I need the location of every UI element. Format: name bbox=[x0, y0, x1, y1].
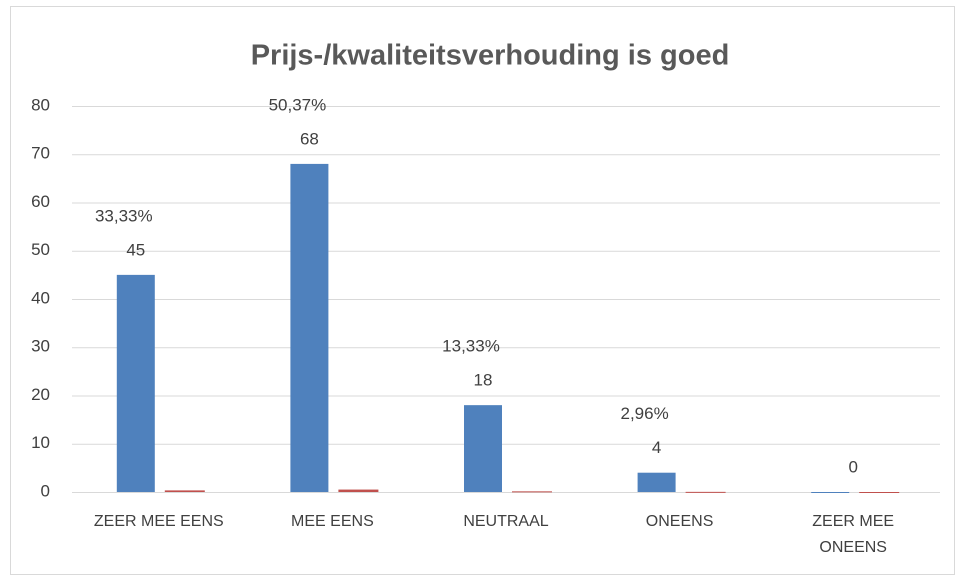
y-tick-label: 0 bbox=[41, 481, 50, 500]
bar bbox=[116, 274, 155, 492]
data-label: 50,37% bbox=[269, 95, 327, 114]
y-tick-label: 80 bbox=[31, 95, 50, 114]
x-tick-label: NEUTRAAL bbox=[463, 513, 549, 530]
data-label: 68 bbox=[300, 129, 319, 148]
x-tick-label: ONEENS bbox=[645, 513, 714, 530]
data-label: 13,33% bbox=[442, 337, 500, 356]
bar bbox=[338, 489, 379, 492]
y-tick-label: 10 bbox=[31, 433, 50, 452]
bar bbox=[464, 405, 502, 492]
y-tick-label: 40 bbox=[31, 288, 50, 307]
chart-title: Prijs-/kwaliteitsverhouding is goed bbox=[251, 40, 730, 72]
bar bbox=[811, 492, 850, 493]
data-label: 45 bbox=[126, 240, 145, 259]
bar bbox=[290, 163, 329, 492]
data-label: 18 bbox=[474, 371, 493, 390]
data-label: 4 bbox=[652, 438, 661, 457]
bar bbox=[512, 491, 552, 493]
y-tick-label: 50 bbox=[31, 240, 50, 259]
y-tick-label: 30 bbox=[31, 337, 50, 356]
data-label: 2,96% bbox=[620, 404, 668, 423]
x-tick-label: ZEER MEE ONEENS bbox=[812, 513, 895, 556]
bar bbox=[637, 472, 676, 492]
y-tick-label: 70 bbox=[31, 144, 50, 163]
y-tick-label: 60 bbox=[31, 192, 50, 211]
bar bbox=[859, 492, 900, 493]
data-label: 33,33% bbox=[95, 206, 153, 225]
y-tick-label: 20 bbox=[31, 385, 50, 404]
bar bbox=[685, 491, 726, 493]
bar bbox=[164, 490, 205, 492]
x-tick-label: MEE EENS bbox=[291, 513, 374, 530]
x-tick-label: ZEER MEE EENS bbox=[93, 513, 224, 530]
data-label: 0 bbox=[848, 457, 857, 476]
